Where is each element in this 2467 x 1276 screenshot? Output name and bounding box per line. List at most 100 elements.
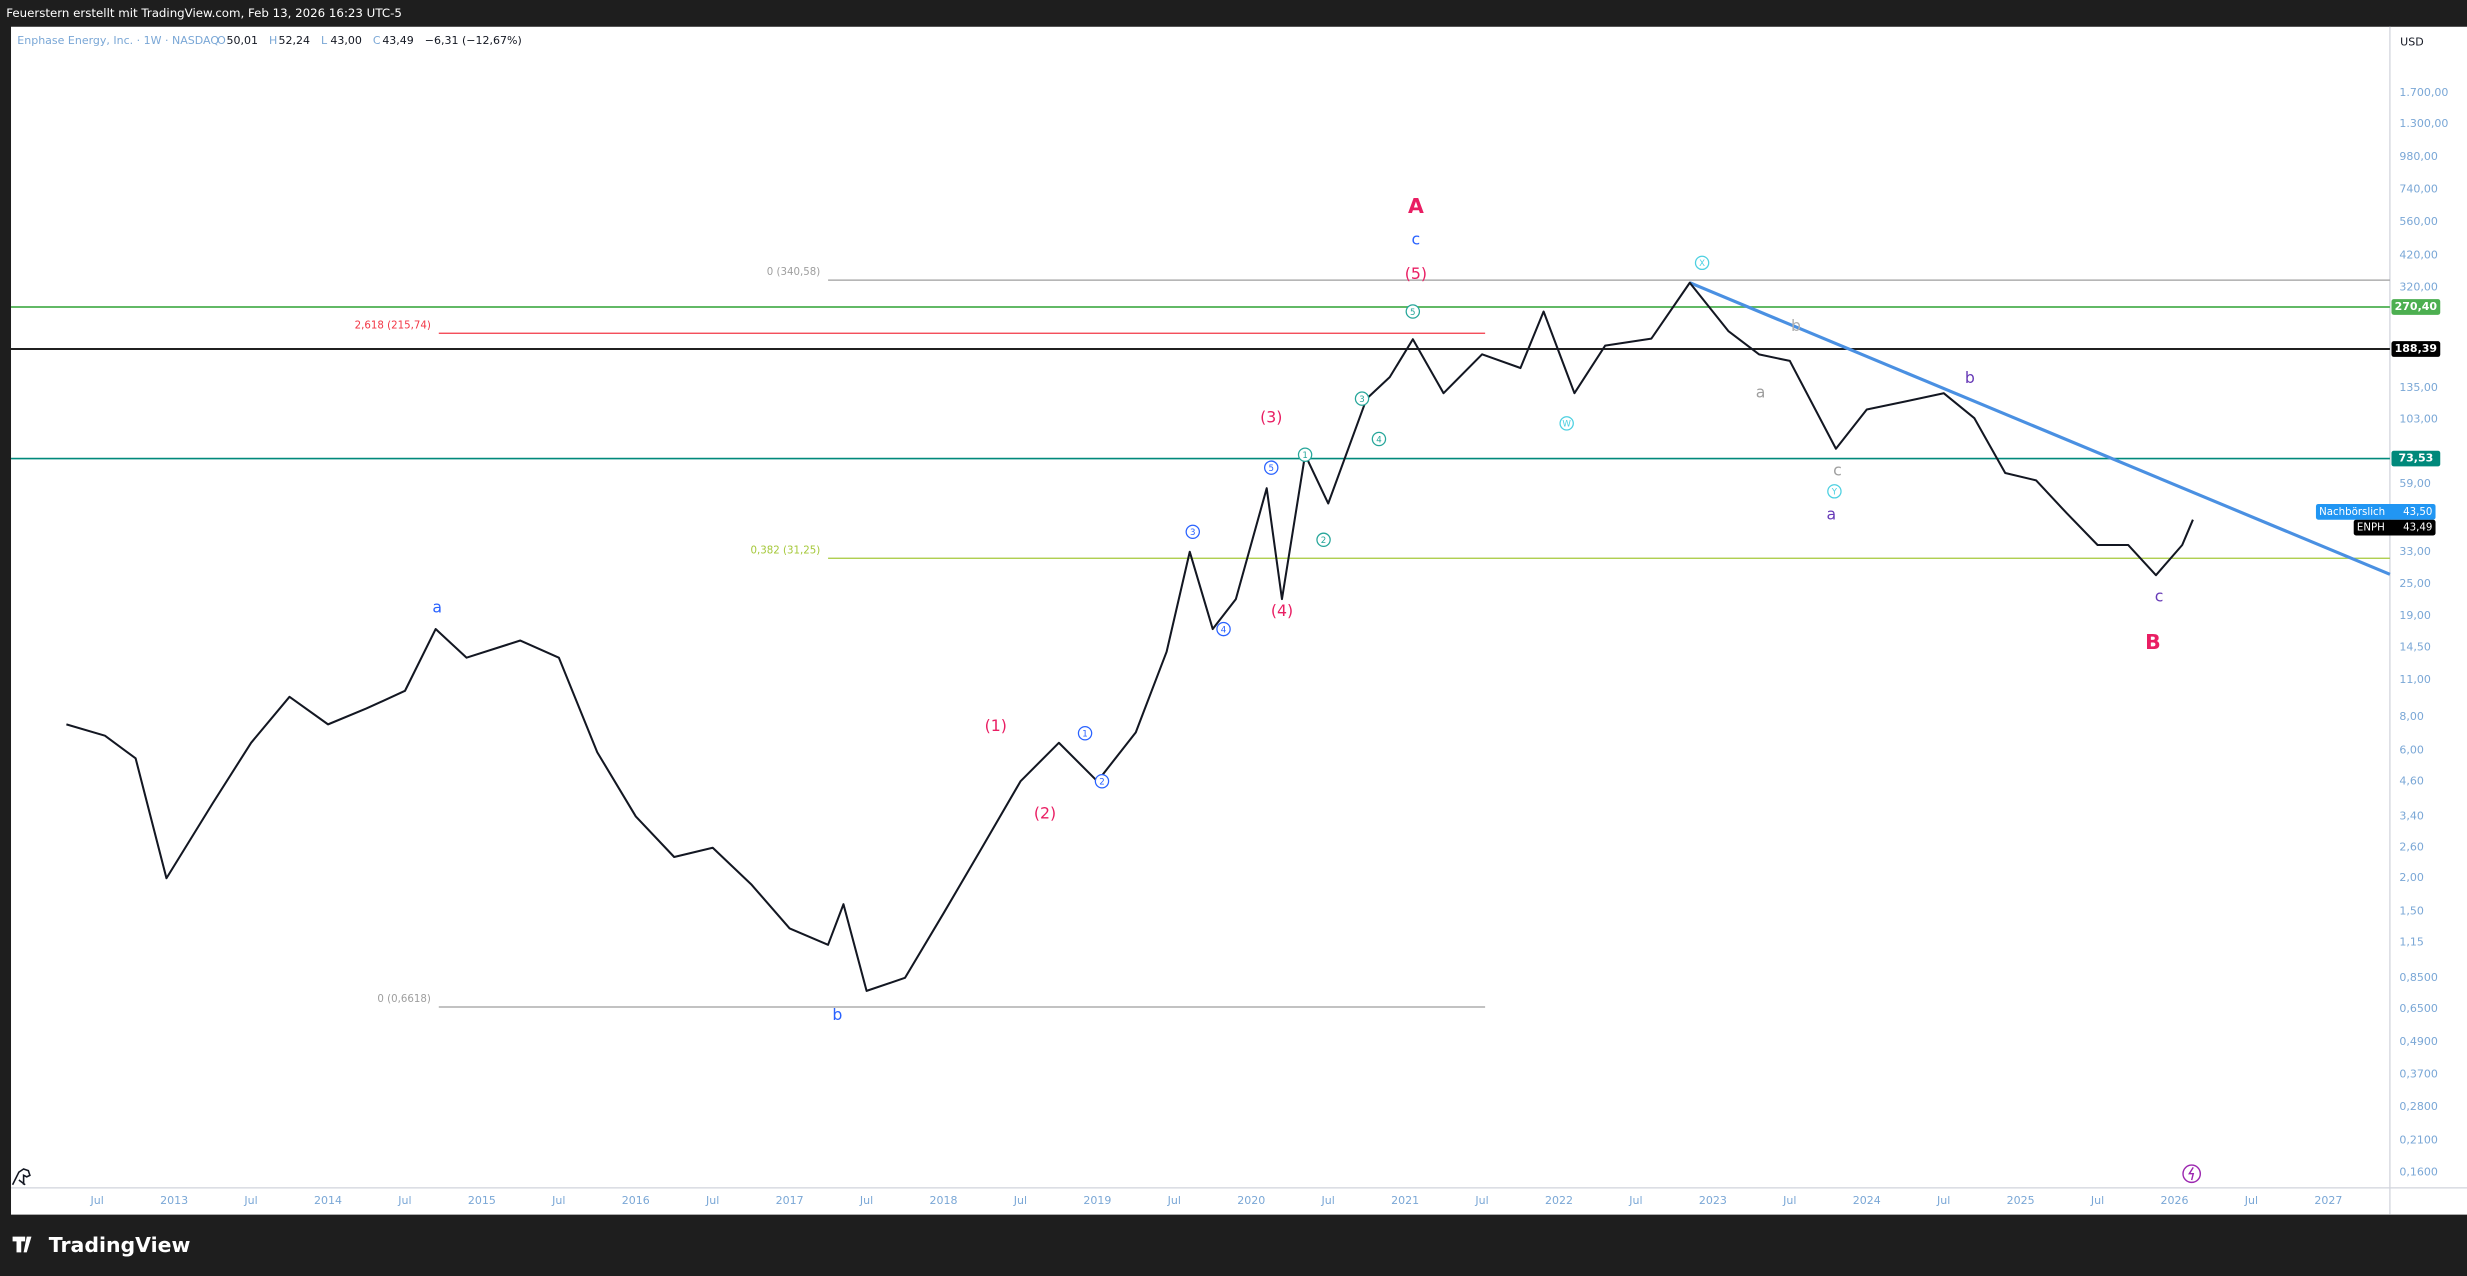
x-tick-label: 2023 [1699,1194,1727,1207]
y-tick-label: 0,8500 [2399,971,2438,984]
wave-label: b [1791,316,1801,335]
x-tick-label: 2027 [2314,1194,2342,1207]
brand-icon [12,1236,32,1253]
y-tick-label: 103,00 [2399,412,2438,425]
fib-label: 2,618 (215,74) [355,320,431,331]
price-tag-label: 43,50 [2403,507,2432,518]
x-tick-label: 2015 [468,1194,496,1207]
wave-label: Y [1831,488,1838,498]
y-tick-label: 0,3700 [2399,1068,2438,1081]
x-tick-label: Jul [1474,1194,1488,1207]
wave-label: 2 [1321,536,1326,546]
y-tick-label: 8,00 [2399,710,2424,723]
wave-label: B [2145,630,2161,654]
wave-label: c [1412,229,1421,248]
y-tick-label: 420,00 [2399,249,2438,262]
fib-label: 0 (340,58) [767,267,820,278]
wave-label: 4 [1376,435,1382,445]
y-tick-label: 19,00 [2399,609,2431,622]
wave-label: 5 [1268,464,1273,474]
brand: TradingView [49,1233,191,1257]
wave-circle [1264,460,1279,475]
wave-label: 4 [1221,625,1227,635]
wave-label: 3 [1190,528,1195,538]
price-tag-name: ENPH [2357,523,2385,534]
wave-label: (2) [1034,803,1056,822]
y-tick-label: 1.300,00 [2399,117,2448,130]
x-tick-label: Jul [1628,1194,1642,1207]
caption: Feuerstern erstellt mit TradingView.com,… [6,6,402,20]
symbol: Enphase Energy, Inc. · 1W · NASDAQ [17,34,219,47]
x-tick-label: Jul [705,1194,719,1207]
y-tick-label: 14,50 [2399,641,2431,654]
wave-label: X [1699,259,1705,269]
ohlc-change: −6,31 (−12,67%) [425,34,522,47]
x-tick-label: 2022 [1545,1194,1573,1207]
level-tag [2391,299,2441,315]
wave-label: c [1833,461,1842,480]
x-tick-label: Jul [1167,1194,1181,1207]
x-tick-label: 2021 [1391,1194,1419,1207]
wave-circle [1559,416,1574,431]
ohlc-key: O [217,34,226,47]
x-tick-label: Jul [1321,1194,1335,1207]
y-tick-label: 320,00 [2399,280,2438,293]
ohlc-key: C [373,34,381,47]
y-tick-label: 0,4900 [2399,1035,2438,1048]
y-tick-label: 0,6500 [2399,1002,2438,1015]
y-tick-label: 59,00 [2399,477,2431,490]
ohlc-value: 50,01 [227,34,259,47]
y-tick-label: 0,2100 [2399,1134,2438,1147]
wave-circle [1185,524,1201,540]
fib-label: 0 (0,6618) [377,994,430,1005]
level-tag [2391,450,2441,467]
y-tick-label: 0,2800 [2399,1100,2438,1113]
wave-label: (3) [1260,407,1282,426]
wave-label: a [432,598,442,617]
wave-circle [1694,255,1710,271]
wave-circle [1371,431,1387,447]
event-bolt [2188,1167,2195,1181]
wave-circle [1316,532,1331,548]
wave-label: 3 [1359,395,1365,405]
x-tick-label: Jul [1782,1194,1796,1207]
ohlc-legend: O 50,01 H 52,24 L 43,00 C 43,49 −6,31 (−12,67%) [217,34,522,47]
x-tick-label: Jul [859,1194,873,1207]
level-tag-label: 270,40 [2395,300,2438,313]
logo-icon [11,1168,31,1186]
y-tick-label: 1.700,00 [2399,86,2448,99]
wave-circle [1094,774,1110,789]
fib-label: 0,382 (31,25) [750,545,820,556]
x-tick-label: Jul [2090,1194,2104,1207]
price-tag [2315,503,2436,520]
price-tag [2353,519,2436,536]
wave-circle [1077,725,1093,741]
ohlc-value: 43,00 [330,34,361,47]
wave-label: 5 [1410,308,1416,318]
wave-circle [1297,447,1313,462]
level-tag-label: 73,53 [2398,452,2433,465]
wave-label: b [1965,368,1975,387]
x-tick-label: 2024 [1853,1194,1881,1207]
price-tag-name: Nachbörslich [2319,507,2385,518]
ohlc-value: 43,49 [382,34,414,47]
wave-label: 1 [1302,451,1307,461]
price-tag-label: 43,49 [2403,523,2432,534]
wave-label: a [1756,383,1766,402]
y-tick-label: 1,50 [2399,905,2424,918]
x-tick-label: Jul [243,1194,257,1207]
ohlc-value: 52,24 [278,34,310,47]
y-tick-label: 2,00 [2399,871,2424,884]
wave-label: a [1827,505,1837,524]
y-tick-label: 560,00 [2399,215,2438,228]
y-tick-label: 6,00 [2399,743,2424,756]
event-icon[interactable] [2182,1164,2202,1184]
x-tick-label: 2018 [929,1194,957,1207]
wave-label: b [832,1005,842,1024]
wave-circle [1216,621,1231,637]
wave-circle [1354,391,1370,406]
x-tick-label: Jul [2244,1194,2258,1207]
y-tick-label: 4,60 [2399,774,2424,787]
